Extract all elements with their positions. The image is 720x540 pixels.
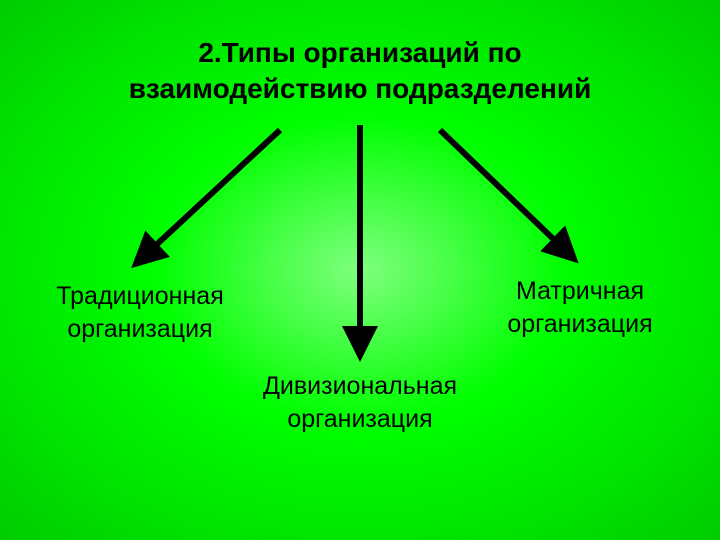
title-line-1: 2.Типы организаций по xyxy=(198,37,521,68)
title-line-2: взаимодействию подразделений xyxy=(129,73,592,104)
node-center-line-2: организация xyxy=(287,405,432,433)
node-center: Дивизиональная организация xyxy=(230,370,490,435)
node-right: Матричная организация xyxy=(480,275,680,340)
node-left-line-2: организация xyxy=(67,315,212,343)
arrow-right xyxy=(440,130,570,255)
node-left: Традиционная организация xyxy=(30,280,250,345)
node-right-line-2: организация xyxy=(507,310,652,338)
arrow-left xyxy=(140,130,280,260)
node-left-line-1: Традиционная xyxy=(56,282,223,310)
diagram-title: 2.Типы организаций по взаимодействию под… xyxy=(0,35,720,108)
node-center-line-1: Дивизиональная xyxy=(263,372,457,400)
node-right-line-1: Матричная xyxy=(516,277,644,305)
